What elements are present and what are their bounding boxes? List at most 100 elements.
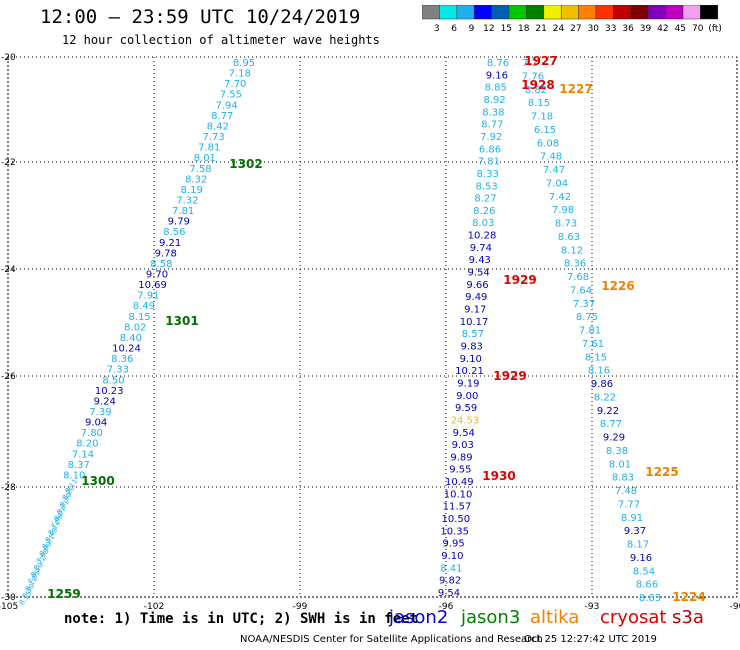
wave-height-value: 8.49 — [133, 301, 155, 312]
wave-height-value: 9.86 — [591, 379, 613, 390]
wave-height-value: 7.33 — [107, 365, 129, 376]
wave-height-value: 8.01 — [194, 153, 216, 164]
wave-height-value: 8.38 — [482, 107, 504, 118]
grid-lines — [7, 56, 738, 598]
pass-time-label: 1929 — [503, 273, 536, 287]
wave-height-value: 8.15 — [128, 312, 150, 323]
pass-time-label: 1302 — [229, 157, 262, 171]
wave-height-value: 10.69 — [138, 280, 167, 291]
wave-height-value: 7.04 — [546, 178, 568, 189]
legend-jason3: jason3 — [461, 607, 521, 628]
wave-height-value: 8.01 — [609, 459, 631, 470]
wave-height-value: 8.40 — [120, 333, 142, 344]
wave-height-value: 10.24 — [112, 344, 141, 355]
pass-time-label: 1301 — [165, 314, 198, 328]
wave-height-value: 8.85 — [485, 83, 507, 94]
wave-height-value: 8.20 — [76, 439, 98, 450]
wave-height-value: 8.15 — [585, 352, 607, 363]
colorbar-swatch — [700, 5, 719, 20]
pass-time-labels: 1302 1301 1300 1259 1927 1928 1929 1929 1930 1227… — [47, 54, 705, 604]
colorbar-label: 45 — [675, 24, 686, 34]
legend-altika: altika — [530, 607, 580, 628]
wave-height-value: 9.17 — [464, 305, 486, 316]
wave-height-value: 8.37 — [68, 460, 90, 471]
wave-height-value: 8.75 — [576, 312, 598, 323]
wave-height-value: 10.17 — [460, 317, 489, 328]
wave-height-value: 8.53 — [475, 181, 497, 192]
wave-height-value: 8.76 — [487, 58, 509, 69]
lat-tick-label: -30 — [1, 593, 16, 603]
wave-height-value: 7.48 — [615, 486, 637, 497]
wave-height-value: 9.24 — [94, 396, 116, 407]
wave-height-value: 7.76 — [522, 71, 544, 82]
wave-height-value: 8.91 — [621, 513, 643, 524]
wave-height-value: 7.98 — [552, 205, 574, 216]
wave-height-value: 7.58 — [189, 164, 211, 175]
footer-note: note: 1) Time is in UTC; 2) SWH is in fe… — [64, 611, 419, 627]
lat-tick-label: -28 — [1, 483, 16, 493]
colorbar-label: 15 — [501, 24, 512, 34]
wave-height-value: 9.29 — [603, 433, 625, 444]
pass-time-label: 1259 — [47, 587, 80, 601]
wave-height-value: 10.21 — [455, 366, 484, 377]
lon-tick-label: -105 — [0, 602, 18, 612]
wave-height-value: 8.36 — [564, 259, 586, 270]
wave-height-value: 9.19 — [457, 379, 479, 390]
wave-height-value: 7.55 — [220, 90, 242, 101]
wave-height-value: 8.92 — [483, 95, 505, 106]
colorbar-label: 27 — [570, 24, 581, 34]
pass-time-label: 1226 — [601, 279, 634, 293]
colorbar-label: 24 — [553, 24, 565, 34]
wave-height-value: 8.26 — [473, 206, 495, 217]
wave-height-value: 9.22 — [597, 406, 619, 417]
wave-height-value: 8.50 — [102, 375, 124, 386]
colorbar-label: 12 — [483, 24, 494, 34]
wave-height-value: 8.19 — [181, 185, 203, 196]
wave-height-value: 9.21 — [159, 238, 181, 249]
wave-height-value: 8.63 — [558, 232, 580, 243]
wave-height-value: 9.37 — [624, 526, 646, 537]
wave-height-value: 9.82 — [439, 576, 461, 587]
wave-height-value: 6.15 — [534, 125, 556, 136]
wave-height-value: 6.08 — [537, 138, 559, 149]
colorbar-label: 36 — [622, 24, 634, 34]
wave-height-value: 10.50 — [441, 514, 470, 525]
wave-height-value: 7.81 — [198, 143, 220, 154]
legend-s3a: s3a — [672, 607, 704, 628]
wave-height-value: 9.54 — [438, 588, 460, 599]
wave-height-value: 11.57 — [443, 502, 472, 513]
wave-height-value: 9.10 — [460, 354, 482, 365]
wave-height-value: 9.43 — [469, 255, 491, 266]
wave-height-value: 8.83 — [612, 473, 634, 484]
wave-height-value: 8.22 — [594, 392, 616, 403]
axis-labels: -105 -102 -99 -96 -93 -90 -20 -22 -24 -26 -28 -30 — [0, 53, 740, 612]
colorbar-label: 9 — [469, 24, 475, 34]
wave-height-tracks: 8.957.187.707.557.948.778.427.737.818.01… — [18, 58, 661, 607]
pass-time-label: 1927 — [524, 54, 557, 68]
colorbar-label: (ft) — [708, 24, 722, 34]
lon-tick-label: -93 — [585, 602, 600, 612]
wave-height-value: 9.83 — [461, 342, 483, 353]
wave-height-value: 7.81 — [579, 326, 601, 337]
wave-height-value: 8.42 — [207, 121, 229, 132]
wave-height-value: 8.15 — [528, 98, 550, 109]
pass-time-label: 1225 — [645, 465, 678, 479]
pass-time-label: 1930 — [482, 469, 515, 483]
wave-height-value: 9.79 — [168, 217, 190, 228]
lon-tick-label: -96 — [439, 602, 454, 612]
wave-height-value: 7.2 — [522, 58, 538, 69]
pass-time-label: 1929 — [493, 369, 526, 383]
wave-height-value: 9.78 — [155, 248, 177, 259]
wave-height-value: 24.53 — [451, 415, 480, 426]
wave-height-value: 7.39 — [89, 407, 111, 418]
wave-height-value: 8.32 — [185, 174, 207, 185]
wave-height-value: 7.47 — [543, 165, 565, 176]
wave-height-value: 7.70 — [224, 79, 246, 90]
wave-height-value: 7.73 — [202, 132, 224, 143]
wave-height-value: 7.81 — [478, 157, 500, 168]
wave-height-value: 9.59 — [455, 403, 477, 414]
wave-height-value: 9.03 — [452, 440, 474, 451]
wave-height-value: 8.10 — [63, 470, 85, 481]
lon-tick-label: -99 — [293, 602, 308, 612]
timestamp-text: Oct 25 12:27:42 UTC 2019 — [524, 634, 657, 645]
